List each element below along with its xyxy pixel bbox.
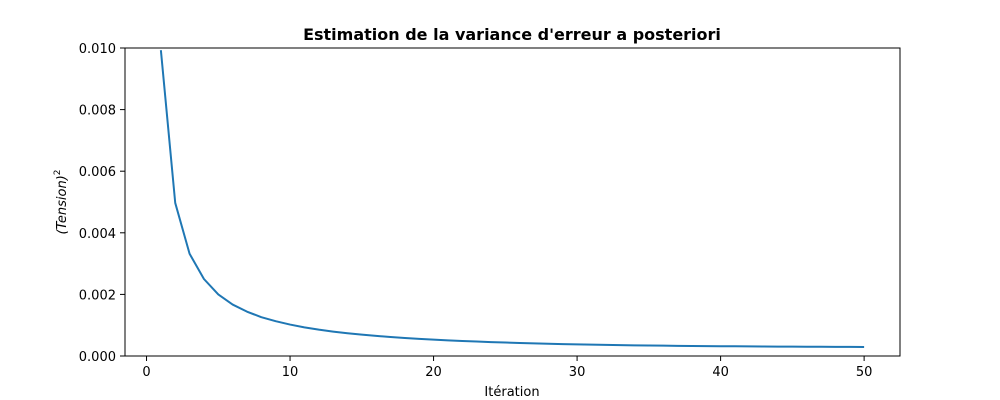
x-axis-label: Itération (484, 385, 539, 400)
x-tick-label: 40 (712, 365, 729, 380)
x-tick-label: 50 (856, 365, 873, 380)
x-tick-label: 0 (142, 365, 150, 380)
x-tick-label: 10 (282, 365, 299, 380)
series-line-0 (159, 50, 865, 348)
y-tick-label: 0.008 (79, 104, 116, 119)
y-tick-label: 0.002 (79, 288, 116, 303)
y-tick-label: 0.000 (79, 350, 116, 365)
axes-frame (124, 47, 901, 357)
y-tick-label: 0.006 (79, 165, 116, 180)
chart-title: Estimation de la variance d'erreur a pos… (303, 25, 721, 44)
y-tick-label: 0.010 (79, 42, 116, 57)
y-axis-label: (Tension)2 (53, 169, 70, 234)
plot-area: 0 10 20 30 40 50 0.000 0.002 0.004 0.006 0.008 0.01… (79, 42, 901, 380)
y-axis-label-superscript: 2 (53, 169, 63, 175)
x-tick-label: 30 (569, 365, 586, 380)
y-axis-label-base: (Tension) (55, 175, 70, 234)
y-tick-label: 0.004 (79, 227, 116, 242)
x-tick-label: 20 (425, 365, 442, 380)
